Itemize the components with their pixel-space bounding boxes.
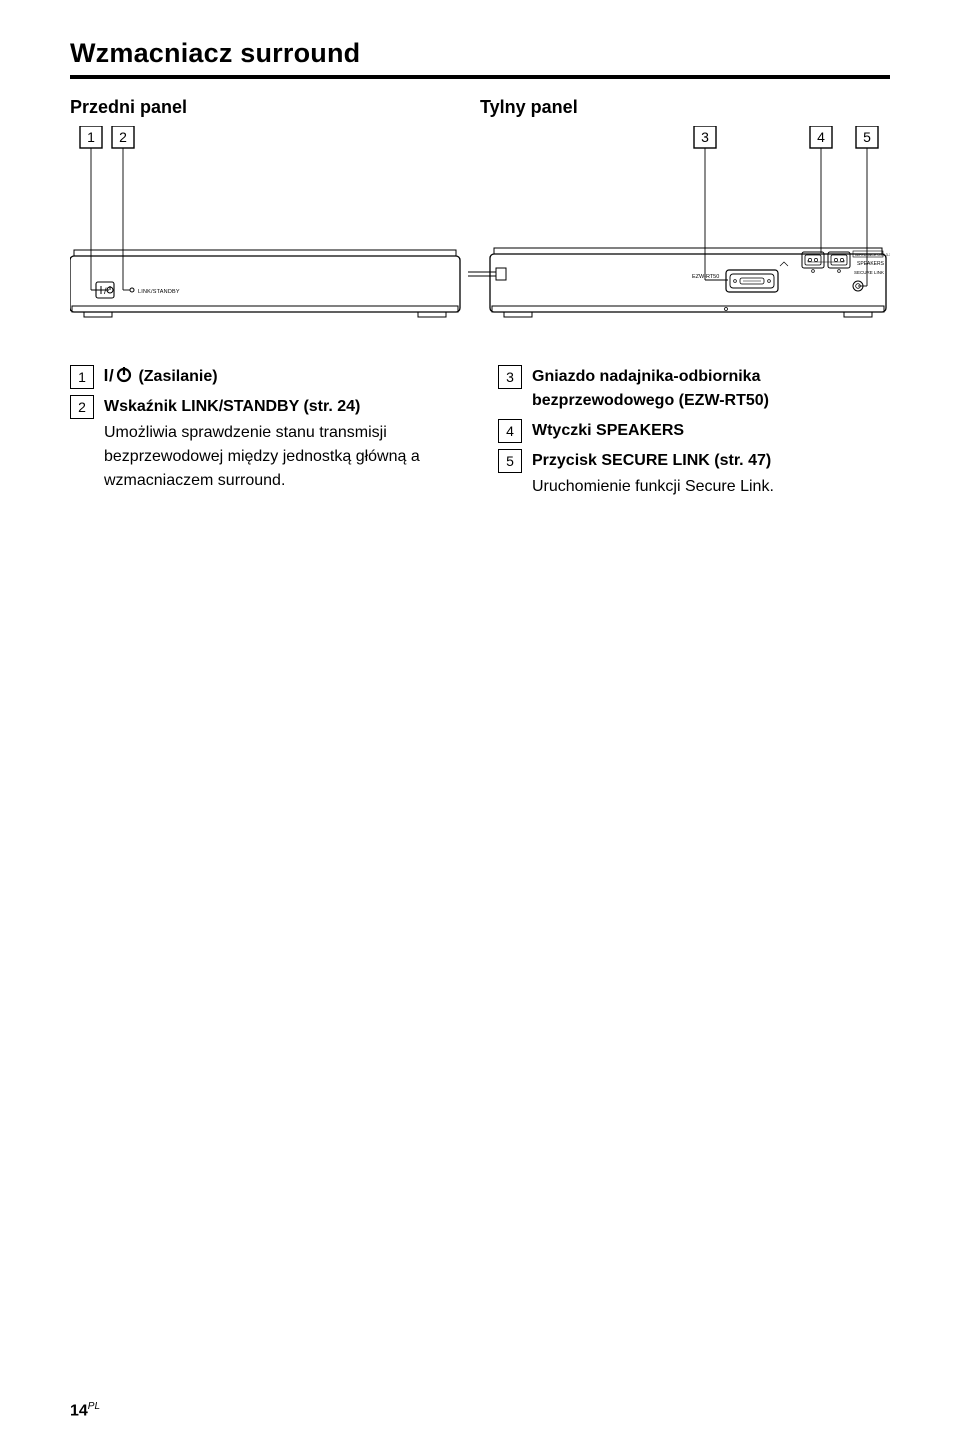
callout-3: 3 bbox=[701, 129, 709, 145]
label-ezw: EZW-RT50 bbox=[692, 274, 719, 280]
page-lang: PL bbox=[88, 1401, 100, 1412]
list-item: 1 / (Zasilanie) bbox=[70, 365, 462, 389]
diagram-area: 1 2 bbox=[70, 126, 890, 331]
callout-4: 4 bbox=[817, 129, 825, 145]
callout-5: 5 bbox=[863, 129, 871, 145]
num-5: 5 bbox=[498, 449, 522, 473]
right-column: 3 Gniazdo nadajnika-odbiornika bezprzewo… bbox=[498, 365, 890, 505]
item1-power-symbol: / bbox=[104, 368, 138, 385]
list-item: 2 Wskaźnik LINK/STANDBY (str. 24) Umożli… bbox=[70, 395, 462, 493]
label-secure: SECURE LINK bbox=[854, 270, 884, 275]
item5-sub: Uruchomienie funkcji Secure Link. bbox=[532, 475, 890, 499]
label-impedance: IMPEDANCE USE 3-16Ω bbox=[855, 253, 890, 257]
item5-label: Przycisk SECURE LINK (str. 47) bbox=[532, 449, 890, 473]
title-rule bbox=[70, 75, 890, 79]
item2-sub: Umożliwia sprawdzenie stanu transmisji b… bbox=[104, 421, 462, 493]
list-item: 3 Gniazdo nadajnika-odbiornika bezprzewo… bbox=[498, 365, 890, 413]
list-item: 4 Wtyczki SPEAKERS bbox=[498, 419, 890, 443]
list-item: 5 Przycisk SECURE LINK (str. 47) Uruchom… bbox=[498, 449, 890, 499]
svg-text:/: / bbox=[104, 286, 107, 296]
label-speakers: SPEAKERS bbox=[857, 261, 885, 267]
left-column: 1 / (Zasilanie) 2 Wskaźn bbox=[70, 365, 462, 505]
num-2: 2 bbox=[70, 395, 94, 419]
page-title: Wzmacniacz surround bbox=[70, 38, 360, 69]
page-number: 14 bbox=[70, 1402, 88, 1419]
item4-label: Wtyczki SPEAKERS bbox=[532, 419, 890, 443]
item2-label: Wskaźnik LINK/STANDBY (str. 24) bbox=[104, 395, 462, 419]
item3-label: Gniazdo nadajnika-odbiornika bezprzewodo… bbox=[532, 365, 890, 413]
page-footer: 14PL bbox=[70, 1401, 100, 1420]
subhead-front: Przedni panel bbox=[70, 97, 480, 118]
front-panel-diagram: 1 2 bbox=[70, 126, 460, 317]
subhead-rear: Tylny panel bbox=[480, 97, 890, 118]
num-1: 1 bbox=[70, 365, 94, 389]
description-columns: 1 / (Zasilanie) 2 Wskaźn bbox=[70, 365, 890, 505]
callout-2: 2 bbox=[119, 129, 127, 145]
label-linkstandby: LINK/STANDBY bbox=[138, 289, 180, 295]
callout-1: 1 bbox=[87, 129, 95, 145]
item1-label: (Zasilanie) bbox=[138, 368, 217, 385]
rear-panel-diagram: 3 4 5 bbox=[468, 126, 890, 317]
svg-text:/: / bbox=[109, 366, 114, 384]
num-3: 3 bbox=[498, 365, 522, 389]
num-4: 4 bbox=[498, 419, 522, 443]
